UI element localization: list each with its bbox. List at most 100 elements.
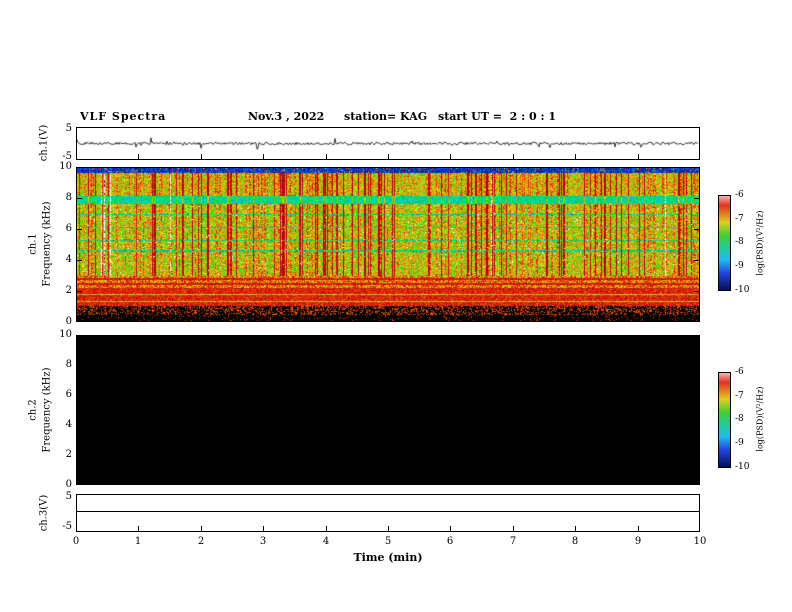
- axis-tick: [263, 316, 264, 321]
- axis-tick: [694, 260, 699, 261]
- axis-tick: [575, 526, 576, 531]
- axis-tick: [513, 316, 514, 321]
- axis-tick: [138, 316, 139, 321]
- ch1-spec-ytick: 8: [65, 192, 72, 203]
- ch2-spec-panel: [76, 335, 700, 485]
- axis-tick: [388, 526, 389, 531]
- axis-tick: [575, 154, 576, 159]
- ch1-wave-ytick-top: 5: [65, 123, 72, 134]
- axis-tick: [138, 526, 139, 531]
- axis-tick: [77, 365, 82, 366]
- axis-tick: [575, 316, 576, 321]
- figure-title: VLF Spectra: [80, 110, 167, 123]
- ch2-spec-ytick: 0: [65, 479, 72, 490]
- x-tick: 4: [322, 536, 330, 547]
- axis-tick: [201, 316, 202, 321]
- axis-tick: [263, 526, 264, 531]
- colorbar-ch1-label: log(PSD)(V²/Hz): [755, 210, 765, 276]
- ch1-spec-panel: [76, 167, 700, 322]
- axis-tick: [326, 479, 327, 484]
- axis-tick: [77, 291, 82, 292]
- axis-tick: [77, 229, 82, 230]
- ch2-spec-ytick: 8: [65, 359, 72, 370]
- ch1-spec-axis-label-channel: ch.1: [27, 233, 39, 255]
- x-tick: 0: [72, 536, 80, 547]
- axis-tick: [326, 154, 327, 159]
- ch1-spec-ytick: 6: [65, 223, 72, 234]
- x-tick: 2: [197, 536, 205, 547]
- x-axis-label: Time (min): [353, 551, 423, 564]
- ch1-wave-axis-label: ch.1(V): [38, 124, 50, 162]
- colorbar-ch1-tick: -10: [735, 285, 750, 295]
- x-tick: 9: [634, 536, 642, 547]
- x-tick: 5: [384, 536, 392, 547]
- x-tick: 10: [693, 536, 707, 547]
- header-station: station= KAG: [344, 110, 428, 123]
- header-start-ut: start UT = 2 : 0 : 1: [438, 110, 556, 123]
- ch1-spec-canvas: [77, 168, 699, 321]
- x-tick: 6: [446, 536, 454, 547]
- axis-tick: [450, 154, 451, 159]
- axis-tick: [513, 479, 514, 484]
- ch2-spec-axis-label-frequency: Frequency (kHz): [41, 367, 53, 453]
- x-tick: 8: [571, 536, 579, 547]
- colorbar-ch1: [718, 195, 731, 291]
- ch2-spec-ytick: 4: [65, 419, 72, 430]
- ch1-spec-axis-label-frequency: Frequency (kHz): [41, 201, 53, 287]
- axis-tick: [694, 365, 699, 366]
- axis-tick: [77, 198, 82, 199]
- colorbar-ch2: [718, 372, 731, 468]
- ch1-spec-ytick: 4: [65, 254, 72, 265]
- ch1-spec-ytick: 2: [65, 285, 72, 296]
- x-tick: 1: [134, 536, 142, 547]
- axis-tick: [513, 154, 514, 159]
- axis-tick: [450, 316, 451, 321]
- axis-tick: [694, 425, 699, 426]
- axis-tick: [638, 154, 639, 159]
- axis-tick: [450, 479, 451, 484]
- ch2-spec-ytick: 10: [59, 329, 72, 340]
- ch2-spec-axis-label-channel: ch.2: [27, 399, 39, 421]
- ch1-wave-canvas: [77, 128, 699, 159]
- axis-tick: [694, 198, 699, 199]
- ch3-zero-line: [77, 511, 699, 512]
- colorbar-ch1-tick: -7: [735, 214, 744, 224]
- ch1-spec-ytick: 0: [65, 316, 72, 327]
- axis-tick: [388, 316, 389, 321]
- axis-tick: [201, 154, 202, 159]
- axis-tick: [326, 526, 327, 531]
- axis-tick: [77, 260, 82, 261]
- ch3-wave-ytick-top: 5: [65, 491, 72, 502]
- axis-tick: [638, 479, 639, 484]
- axis-tick: [575, 479, 576, 484]
- axis-tick: [694, 291, 699, 292]
- axis-tick: [77, 425, 82, 426]
- header-date: Nov.3 , 2022: [248, 110, 325, 123]
- ch1-wave-panel: [76, 127, 700, 160]
- colorbar-ch1-tick: -6: [735, 190, 744, 200]
- x-tick: 7: [509, 536, 517, 547]
- axis-tick: [138, 154, 139, 159]
- colorbar-ch1-tick: -8: [735, 237, 744, 247]
- ch1-wave-ytick-bottom: -5: [62, 151, 72, 162]
- ch3-wave-ytick-bottom: -5: [62, 521, 72, 532]
- axis-tick: [694, 455, 699, 456]
- axis-tick: [77, 455, 82, 456]
- ch2-spec-ytick: 6: [65, 389, 72, 400]
- colorbar-ch2-tick: -6: [735, 367, 744, 377]
- axis-tick: [638, 316, 639, 321]
- axis-tick: [513, 526, 514, 531]
- axis-tick: [138, 479, 139, 484]
- x-tick: 3: [259, 536, 267, 547]
- axis-tick: [326, 316, 327, 321]
- axis-tick: [263, 154, 264, 159]
- colorbar-ch2-tick: -7: [735, 391, 744, 401]
- axis-tick: [388, 479, 389, 484]
- axis-tick: [694, 395, 699, 396]
- ch3-wave-axis-label: ch.3(V): [38, 494, 50, 532]
- ch3-wave-panel: [76, 494, 700, 532]
- axis-tick: [694, 229, 699, 230]
- colorbar-ch1-tick: -9: [735, 261, 744, 271]
- axis-tick: [201, 526, 202, 531]
